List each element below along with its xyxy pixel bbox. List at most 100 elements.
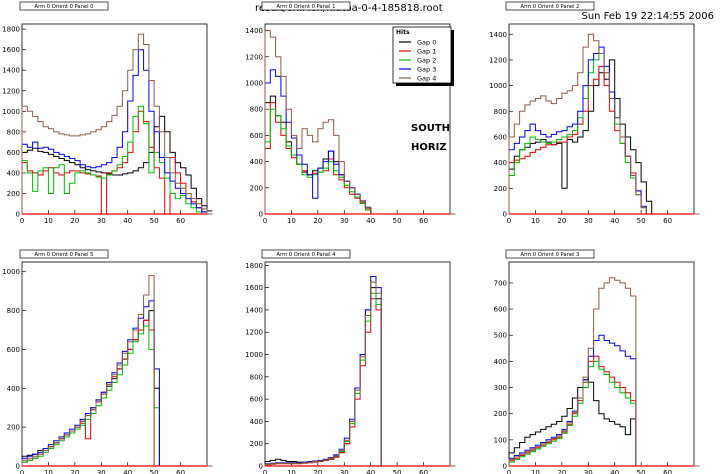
x-tick-label: 10 [287, 217, 296, 225]
series-line-gap-0 [508, 379, 700, 467]
y-tick-label: 0 [503, 463, 507, 471]
y-tick-label: 1600 [245, 284, 263, 292]
y-tick-label: 1800 [245, 262, 263, 270]
y-tick-label: 300 [494, 384, 507, 392]
x-tick-label: 50 [393, 217, 402, 225]
y-tick-label: 600 [7, 149, 20, 157]
y-tick-label: 200 [494, 185, 507, 193]
y-tick-label: 1200 [489, 56, 507, 64]
y-tick-label: 600 [250, 396, 263, 404]
y-tick-label: 500 [494, 332, 507, 340]
y-tick-label: 1200 [245, 329, 263, 337]
series-line-gap-2 [21, 105, 213, 215]
legend-entry: Gap 3 [417, 65, 436, 73]
y-tick-label: 1000 [2, 268, 20, 276]
series-line-gap-4 [264, 281, 456, 467]
x-tick-label: 10 [287, 469, 296, 474]
x-tick-label: 0 [263, 469, 267, 474]
y-tick-label: 800 [7, 128, 20, 136]
x-tick-label: 50 [637, 217, 646, 225]
x-tick-label: 60 [176, 217, 185, 225]
panel-title: Arm 0 Orient 0 Panel 4 [277, 252, 337, 258]
plot-frame [21, 261, 208, 467]
x-tick-label: 10 [531, 469, 540, 474]
y-tick-label: 1000 [489, 82, 507, 90]
y-tick-label: 800 [250, 373, 263, 381]
panel-title-box [19, 249, 109, 259]
y-tick-label: 200 [7, 190, 20, 198]
y-tick-label: 1200 [2, 87, 20, 95]
panel-title-box [505, 249, 595, 259]
y-tick-label: 1400 [489, 31, 507, 39]
y-tick-label: 800 [7, 307, 20, 315]
y-tick-label: 400 [7, 169, 20, 177]
x-tick-label: 0 [20, 217, 24, 225]
x-tick-label: 50 [150, 217, 159, 225]
y-tick-label: 1000 [245, 351, 263, 359]
histogram-panel-3: Arm 0 Orient 0 Panel 5 0 200 400 600 800 1000 0… [2, 249, 213, 474]
series-line-gap-0 [21, 115, 213, 214]
series-line-gap-0 [508, 59, 700, 215]
x-tick-label: 50 [150, 469, 159, 474]
x-tick-label: 20 [313, 469, 322, 474]
series-line-gap-4 [21, 275, 213, 467]
x-tick-label: 50 [393, 469, 402, 474]
y-tick-label: 1000 [245, 79, 263, 87]
y-tick-label: 400 [494, 358, 507, 366]
y-tick-label: 1200 [245, 53, 263, 61]
x-tick-label: 60 [663, 217, 672, 225]
x-tick-label: 20 [557, 469, 566, 474]
x-tick-label: 20 [557, 217, 566, 225]
panel-title: Arm 0 Orient 0 Panel 5 [35, 252, 94, 258]
x-tick-label: 20 [313, 217, 322, 225]
y-tick-label: 200 [250, 184, 263, 192]
y-tick-label: 800 [494, 108, 507, 116]
x-tick-label: 10 [531, 217, 540, 225]
y-tick-label: 600 [250, 132, 263, 140]
x-tick-label: 0 [263, 217, 267, 225]
series-line-gap-3 [21, 49, 213, 215]
y-tick-label: 200 [494, 410, 507, 418]
series-line-gap-4 [508, 33, 700, 215]
series-line-gap-1 [508, 65, 700, 215]
series-line-gap-3 [21, 300, 213, 467]
panel-title-box [505, 1, 595, 11]
y-tick-label: 200 [250, 440, 263, 448]
y-tick-label: 400 [250, 158, 263, 166]
x-tick-label: 30 [97, 469, 106, 474]
panel-title: Arm 0 Orient 0 Panel 0 [35, 4, 94, 10]
histogram-panel-5: Arm 0 Orient 0 Panel 3010020030040050060… [494, 249, 700, 474]
plot-frame [264, 261, 451, 467]
x-tick-label: 0 [507, 217, 511, 225]
y-tick-label: 600 [7, 346, 20, 354]
x-tick-label: 10 [44, 469, 53, 474]
y-tick-label: 0 [259, 463, 263, 471]
histogram-panel-1: Arm 0 Orient 0 Panel 1020040060080010001… [245, 1, 456, 225]
panel-title-box [19, 1, 109, 11]
y-tick-label: 0 [16, 211, 20, 219]
y-tick-label: 1800 [2, 26, 20, 34]
y-tick-label: 0 [503, 211, 507, 219]
panel-title: Arm 0 Orient 0 Panel 2 [521, 4, 580, 10]
y-tick-label: 1000 [2, 108, 20, 116]
y-tick-label: 0 [259, 211, 263, 219]
y-tick-label: 1400 [245, 27, 263, 35]
x-tick-label: 60 [663, 469, 672, 474]
x-tick-label: 0 [507, 469, 511, 474]
y-tick-label: 400 [7, 385, 20, 393]
x-tick-label: 40 [366, 469, 375, 474]
y-tick-label: 1400 [2, 67, 20, 75]
histogram-panel-2: Arm 0 Orient 0 Panel 2020040060080010001… [489, 1, 700, 225]
date-time: Sun Feb 19 22:14:55 2006 [581, 11, 714, 22]
x-tick-label: 60 [176, 469, 185, 474]
legend-entry: Gap 2 [417, 56, 436, 64]
y-tick-label: 800 [250, 106, 263, 114]
x-tick-label: 50 [637, 469, 646, 474]
y-tick-label: 1400 [245, 306, 263, 314]
x-tick-label: 40 [123, 217, 132, 225]
x-tick-label: 60 [419, 469, 428, 474]
series-line-gap-4 [21, 33, 213, 215]
x-tick-label: 20 [70, 217, 79, 225]
